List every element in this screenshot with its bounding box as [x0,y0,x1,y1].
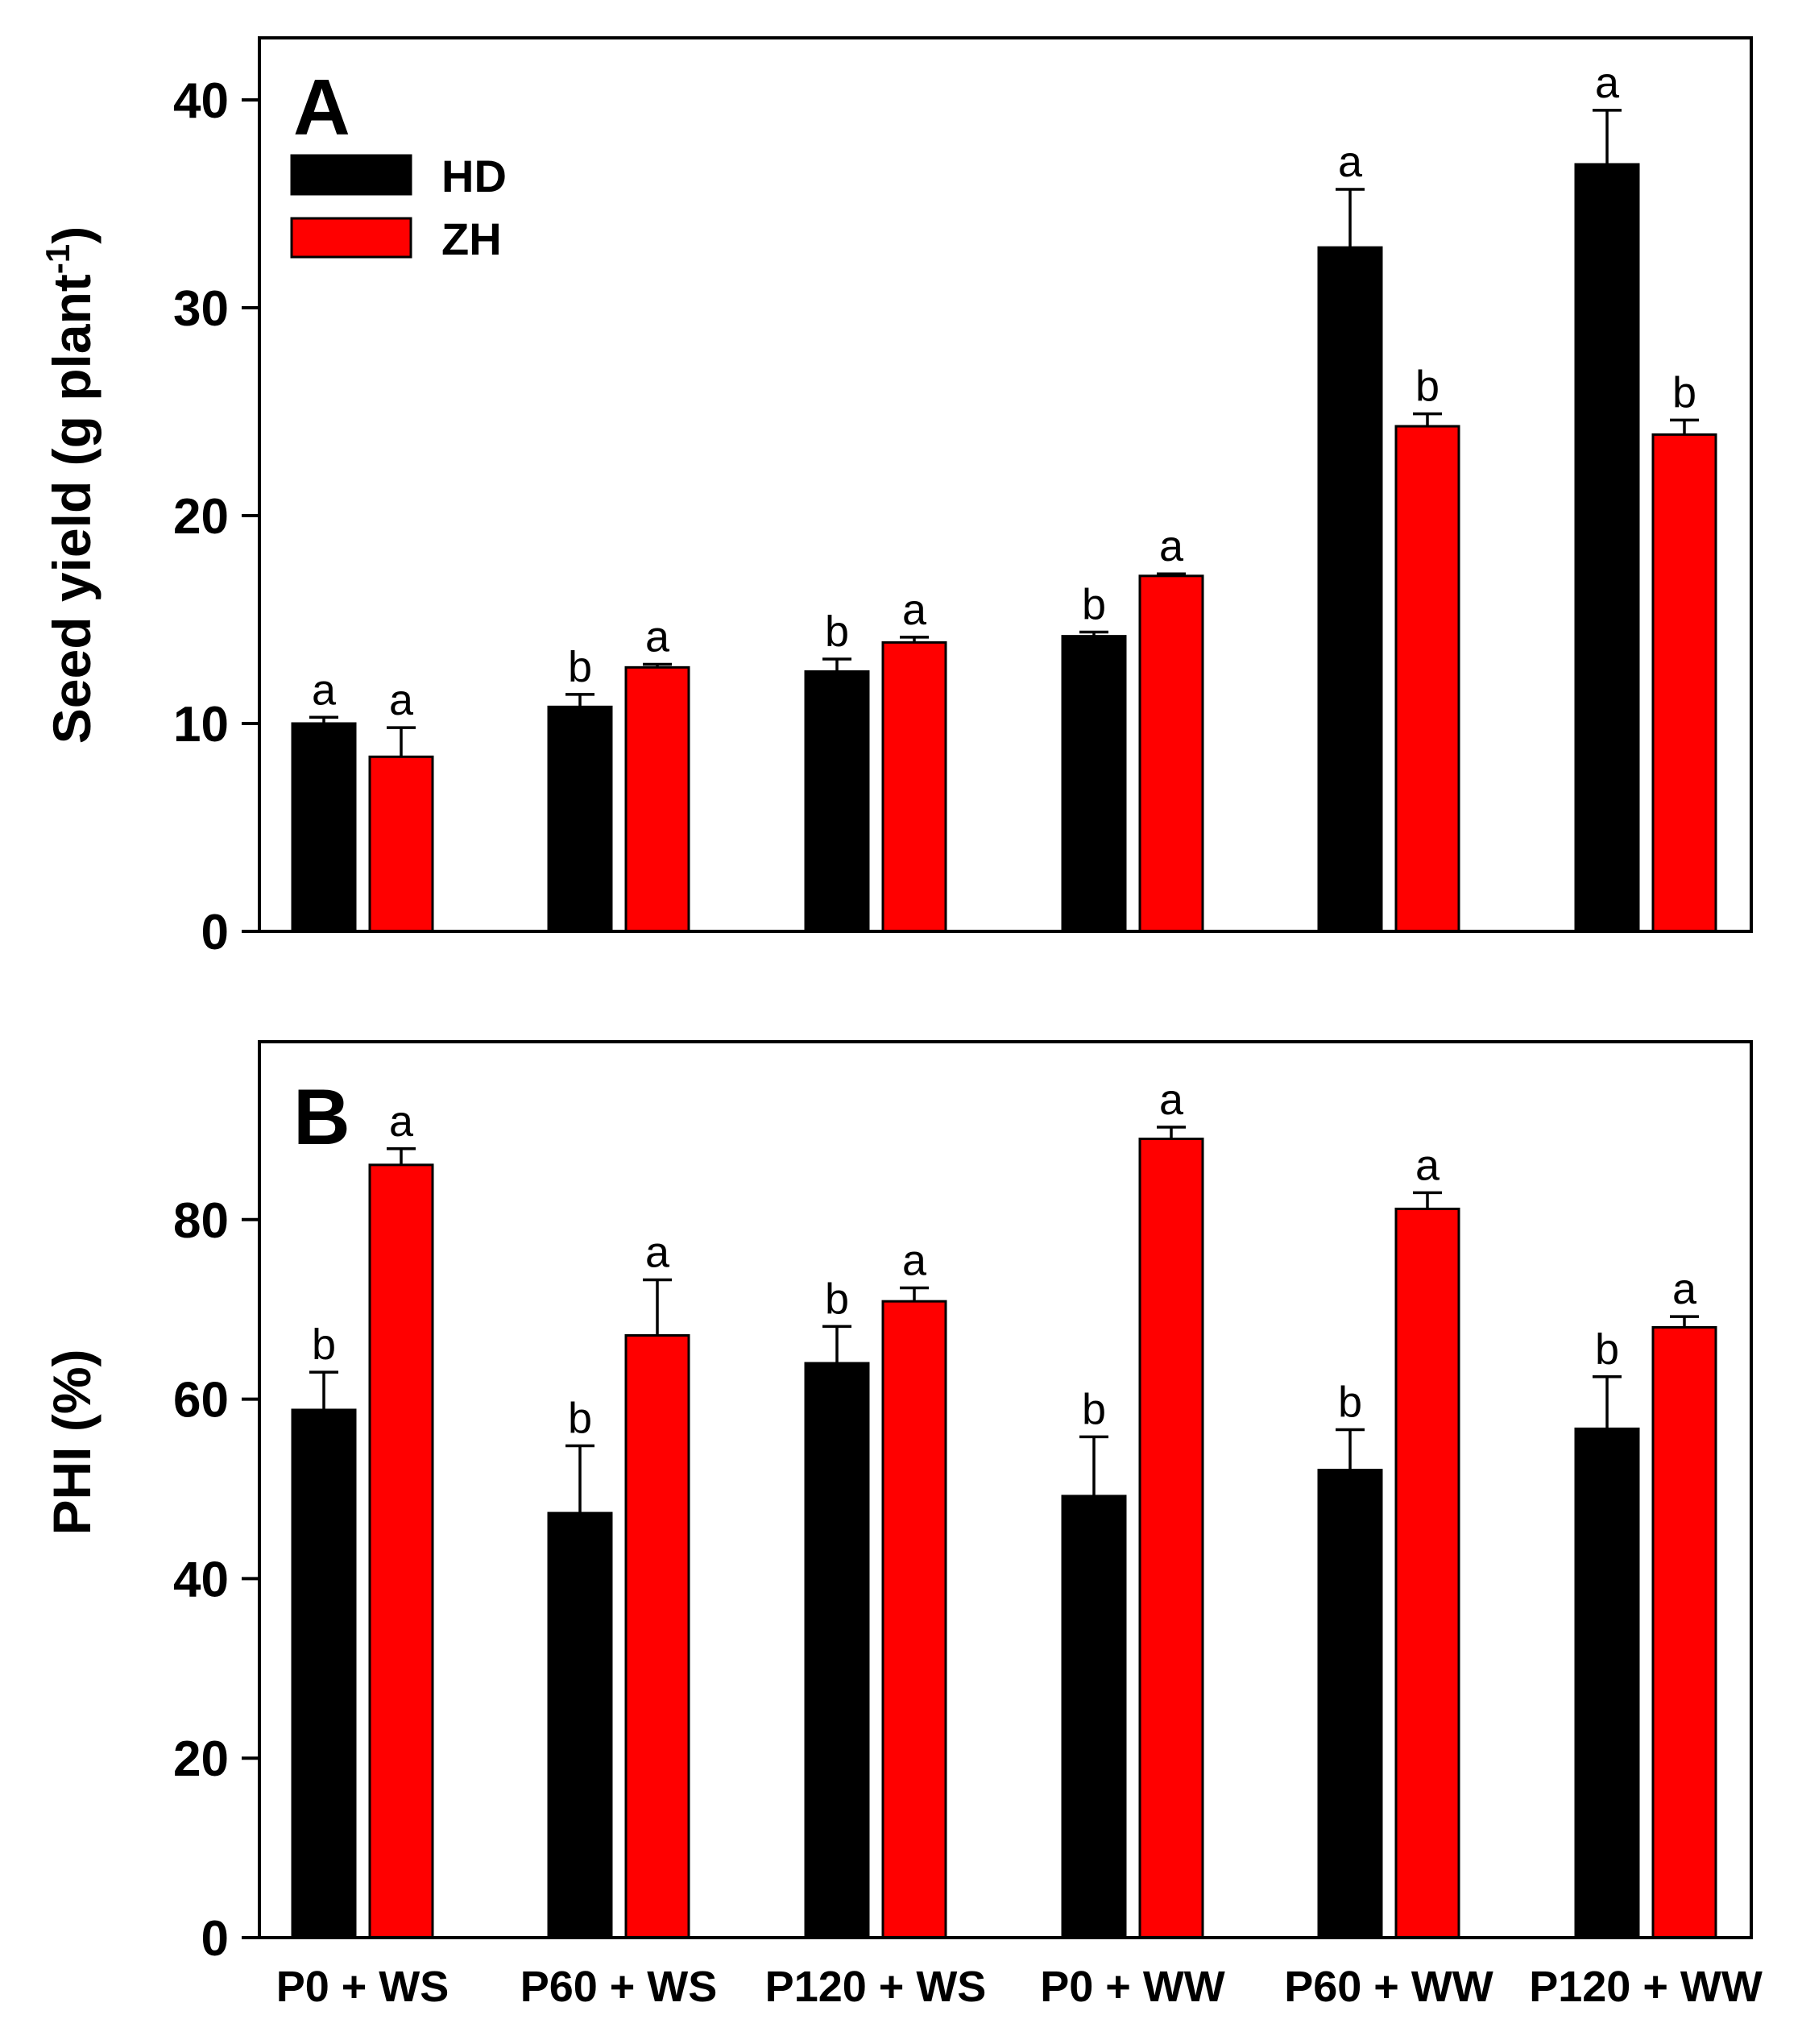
panel-b-frame [258,1040,1753,1939]
panel-a-bar-hd [804,670,870,933]
x-category-label: P0 + WW [1040,1963,1225,2011]
panel-a-significance-label: a [312,665,337,714]
panel-a-ylabel-sup: -1 [39,244,77,274]
panel-b-significance-label: b [1595,1325,1619,1374]
panel-b-significance-label: b [1082,1385,1106,1433]
panel-b-bar-hd [1317,1469,1383,1939]
panel-a-bar-hd [1317,246,1383,933]
panel-b-y-tick-label: 80 [173,1193,229,1249]
panel-b-bar-zh [881,1300,947,1939]
panel-b-chart: B PHI (%) 0 20 40 60 80 b b b b b b a a a a a a [42,1040,1753,1967]
panel-a-bar-zh [881,641,947,933]
panel-a-y-tick-label: 0 [201,905,229,960]
panel-b-significance-label: b [312,1321,336,1369]
panel-a-bar-zh [1394,425,1460,933]
panel-a-y-tick-label: 40 [173,73,229,129]
legend: HD ZH [290,151,507,264]
panel-b-y-tick-label: 0 [201,1911,229,1967]
panel-a-bar-hd [291,722,357,933]
panel-a-bar-zh [1651,433,1717,933]
panel-a-significance-label: a [645,612,670,661]
panel-b-bar-hd [1574,1427,1640,1939]
panel-b-significance-label: a [1672,1265,1697,1313]
panel-b-significance-label: a [645,1228,670,1276]
panel-b-significance-label: a [1159,1076,1184,1124]
panel-a-y-tick-label: 30 [173,281,229,337]
panel-a-bar-hd [1061,635,1127,933]
panel-b-bar-hd [291,1408,357,1939]
panel-a-significance-label: b [568,643,592,691]
panel-b-bar-hd [1061,1495,1127,1939]
legend-swatch-hd [290,154,412,196]
panel-b-y-tick-label: 60 [173,1373,229,1428]
panel-a-bar-zh [368,755,434,933]
panel-a-significance-label: a [1338,138,1363,186]
panel-a-ylabel-main: Seed yield (g plant [42,274,101,744]
legend-label-zh: ZH [441,214,502,264]
panel-b-bar-hd [547,1511,613,1939]
panel-b-bar-zh [1138,1138,1204,1939]
panel-b-y-tick-label: 40 [173,1552,229,1607]
panel-a-significance-label: a [1595,59,1620,107]
panel-b-bar-zh [1394,1207,1460,1939]
panel-b-significance-label: a [1415,1141,1440,1189]
panel-b-y-axis-title: PHI (%) [42,1350,101,1536]
panel-a-bar-zh [1138,574,1204,933]
panel-a-ylabel-close: ) [42,226,101,244]
panel-a-chart: A Seed yield (g plant-1) HD ZH 0 10 20 30 40… [39,36,1753,960]
panel-b-bar-zh [624,1334,690,1939]
panel-b-significance-label: a [902,1236,927,1284]
panel-b-ylabel: PHI (%) [42,1350,101,1536]
panel-a-significance-label: b [1672,368,1696,417]
panel-b-significance-label: b [568,1395,592,1443]
svg-text:Seed yield (g plant-1): Seed yield (g plant-1) [39,226,101,744]
panel-a-y-tick-label: 10 [173,697,229,753]
panel-b-bar-zh [1651,1325,1717,1939]
x-category-label: P120 + WS [765,1963,987,2011]
panel-b-significance-label: a [389,1097,414,1146]
panel-a-significance-label: a [389,676,414,724]
x-category-labels: P0 + WS P60 + WS P120 + WS P0 + WW P60 + WW P… [276,1963,1763,2011]
panel-b-y-tick-label: 20 [173,1731,229,1787]
panel-a-bar-hd [547,705,613,933]
panel-a-letter: A [293,63,350,151]
x-category-label: P0 + WS [276,1963,449,2011]
panel-a-y-axis-title: Seed yield (g plant-1) [39,226,101,744]
panel-b-significance-label: b [825,1275,849,1323]
x-category-label: P60 + WS [520,1963,718,2011]
panel-a-significance-label: b [1415,363,1440,411]
panel-b-significance-label: b [1338,1378,1362,1426]
panel-a-bar-zh [624,665,690,933]
legend-label-hd: HD [441,151,507,201]
panel-b-bar-hd [804,1362,870,1939]
panel-a-significance-label: a [1159,522,1184,570]
x-category-label: P120 + WW [1529,1963,1763,2011]
panel-b-letter: B [293,1072,350,1161]
panel-a-significance-label: a [902,586,927,634]
x-category-label: P60 + WW [1284,1963,1493,2011]
legend-swatch-zh [290,217,412,259]
panel-a-y-tick-label: 20 [173,489,229,545]
panel-b-bar-zh [368,1163,434,1939]
panel-a-significance-label: b [825,607,849,656]
panel-a-bar-hd [1574,163,1640,933]
panel-a-significance-label: b [1082,580,1106,628]
